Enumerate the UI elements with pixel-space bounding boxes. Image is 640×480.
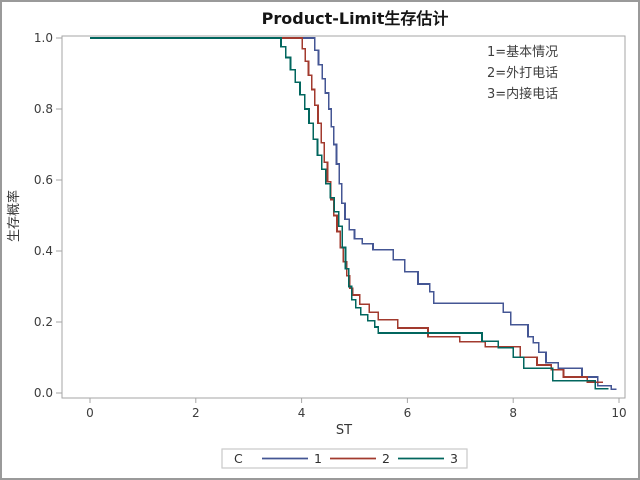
curve-annotations: 1=基本情况 2=外打电话 3=内接电话	[487, 45, 558, 102]
y-axis-ticks: 0.0 0.2 0.4 0.6 0.8 1.0	[34, 31, 62, 400]
legend: C 1 2 3	[221, 448, 468, 469]
x-tick-label-2: 4	[298, 406, 306, 420]
x-tick-label-3: 6	[404, 406, 412, 420]
annotation-1: 1=基本情况	[487, 45, 558, 60]
x-tick-label-4: 8	[509, 406, 517, 420]
legend-entry-label-2: 2	[382, 451, 390, 466]
x-tick-label-0: 0	[86, 406, 94, 420]
chart-title: Product-Limit生存估计	[262, 9, 449, 28]
y-tick-label-5: 1.0	[34, 31, 53, 45]
y-tick-label-4: 0.8	[34, 102, 53, 116]
legend-title: C	[234, 451, 243, 466]
survival-curve-1	[90, 37, 617, 391]
annotation-2: 2=外打电话	[487, 66, 558, 81]
x-axis-ticks: 0 2 4 6 8 10	[86, 398, 627, 420]
y-tick-label-3: 0.6	[34, 173, 53, 187]
y-axis-label: 生存概率	[6, 190, 22, 242]
survival-curve-3	[90, 37, 609, 390]
survival-curves	[90, 37, 617, 391]
y-tick-label-0: 0.0	[34, 386, 53, 400]
legend-items: 1 2 3	[262, 451, 458, 466]
x-tick-label-1: 2	[192, 406, 200, 420]
annotation-3: 3=内接电话	[487, 86, 558, 102]
legend-entry-label-3: 3	[450, 451, 458, 466]
y-tick-label-2: 0.4	[34, 244, 53, 258]
y-tick-label-1: 0.2	[34, 315, 53, 329]
x-axis-label: ST	[336, 423, 352, 438]
legend-entry-label-1: 1	[314, 451, 322, 466]
plot-frame	[61, 35, 626, 399]
x-tick-label-5: 10	[611, 406, 626, 420]
